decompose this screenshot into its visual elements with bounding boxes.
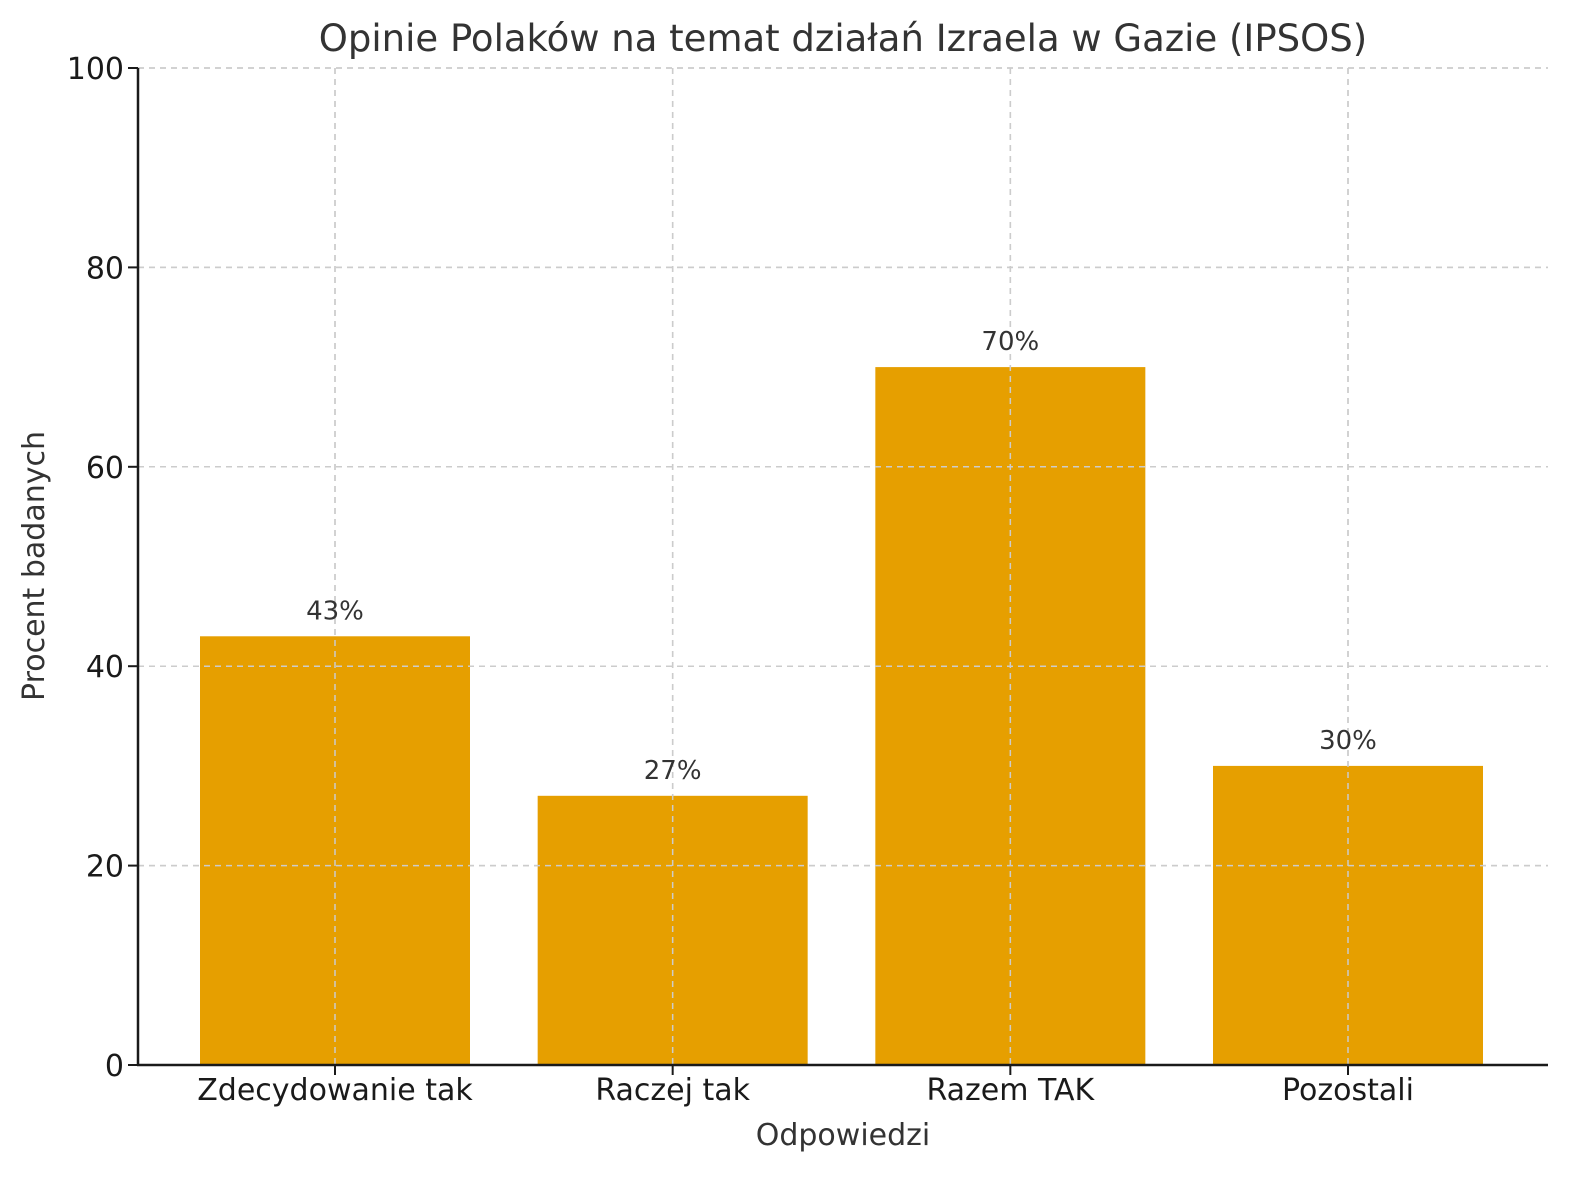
x-tick-label: Pozostali bbox=[1282, 1073, 1414, 1108]
y-tick-label: 0 bbox=[105, 1049, 124, 1084]
x-tick-label: Zdecydowanie tak bbox=[197, 1073, 473, 1108]
x-tick-label: Raczej tak bbox=[595, 1073, 750, 1108]
y-tick-label: 100 bbox=[67, 52, 124, 87]
data-label: 70% bbox=[981, 327, 1039, 357]
y-tick-label: 40 bbox=[86, 650, 124, 685]
data-label: 30% bbox=[1319, 726, 1377, 756]
x-axis-label: Odpowiedzi bbox=[756, 1118, 931, 1153]
y-tick-label: 80 bbox=[86, 251, 124, 286]
bars-layer bbox=[138, 67, 1548, 1066]
chart-title: Opinie Polaków na temat działań Izraela … bbox=[319, 17, 1367, 60]
data-label: 43% bbox=[306, 596, 364, 626]
y-tick-label: 20 bbox=[86, 850, 124, 885]
y-tick-label: 60 bbox=[86, 451, 124, 486]
labels-layer: 43% 27% 70% 30% 0 20 40 60 80 100 Zdecydowanie tak… bbox=[67, 52, 1414, 1108]
axes-layer bbox=[128, 67, 1548, 1075]
x-tick-label: Razem TAK bbox=[926, 1073, 1095, 1108]
data-label: 27% bbox=[644, 756, 702, 786]
y-axis-label: Procent badanych bbox=[17, 431, 52, 701]
